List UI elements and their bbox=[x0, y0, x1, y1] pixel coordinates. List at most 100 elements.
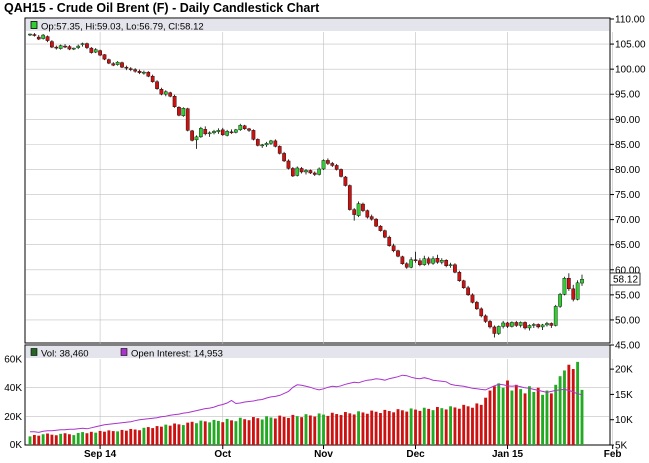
volume-bar bbox=[46, 433, 49, 445]
volume-tick-label: 60K bbox=[4, 355, 22, 366]
volume-bar bbox=[514, 384, 518, 445]
volume-bar bbox=[558, 376, 562, 445]
volume-bar bbox=[396, 409, 400, 445]
down-candle bbox=[36, 36, 41, 40]
chart-title: QAH15 - Crude Oil Brent (F) - Daily Cand… bbox=[4, 1, 320, 15]
volume-bar bbox=[484, 397, 488, 445]
volume-bar bbox=[103, 431, 106, 445]
down-candle bbox=[45, 36, 50, 41]
volume-bar bbox=[519, 389, 523, 445]
up-candle bbox=[510, 322, 514, 327]
down-candle bbox=[308, 170, 313, 174]
volume-bar bbox=[181, 425, 185, 445]
volume-bar bbox=[379, 413, 382, 445]
down-candle bbox=[286, 160, 291, 169]
down-candle bbox=[137, 70, 142, 73]
volume-bar bbox=[177, 424, 181, 445]
down-candle bbox=[383, 230, 387, 238]
down-candle bbox=[339, 169, 343, 177]
down-candle bbox=[299, 168, 304, 173]
volume-bar bbox=[308, 415, 312, 445]
up-candle bbox=[496, 326, 501, 334]
volume-bar bbox=[234, 421, 238, 445]
volume-bar bbox=[120, 429, 124, 445]
price-tick-label: 55.00 bbox=[615, 290, 640, 301]
volume-bar bbox=[72, 435, 76, 445]
down-candle bbox=[387, 236, 392, 246]
price-gridlines bbox=[26, 32, 613, 344]
volume-bar bbox=[199, 420, 203, 445]
volume-bar bbox=[387, 411, 391, 445]
price-tick-label: 80.00 bbox=[615, 165, 640, 176]
volume-bar bbox=[322, 414, 325, 445]
open-interest-tick-label: 20K bbox=[615, 365, 633, 376]
volume-bar bbox=[256, 418, 260, 445]
down-candle bbox=[347, 185, 352, 210]
volume-tick-label: 0K bbox=[10, 440, 23, 451]
down-candle bbox=[185, 108, 190, 131]
volume-bar bbox=[501, 387, 505, 445]
down-candle bbox=[251, 130, 256, 140]
volume-bar bbox=[216, 420, 220, 445]
up-candle bbox=[216, 130, 221, 133]
volume-bar bbox=[374, 411, 378, 445]
up-candle bbox=[76, 45, 81, 48]
open-interest-tick-label: 15K bbox=[615, 390, 633, 401]
down-candle bbox=[475, 302, 479, 310]
down-candle bbox=[128, 68, 133, 70]
price-panel-frame bbox=[24, 17, 611, 344]
volume-bar bbox=[523, 393, 527, 445]
volume-bar bbox=[361, 412, 365, 445]
down-candle bbox=[470, 294, 475, 303]
down-candle bbox=[404, 263, 409, 268]
up-candle bbox=[194, 136, 199, 141]
down-candle bbox=[418, 260, 422, 265]
price-tick-label: 95.00 bbox=[615, 90, 640, 101]
down-candle bbox=[536, 324, 541, 328]
volume-bar bbox=[352, 414, 356, 445]
volume-bar bbox=[212, 419, 216, 445]
up-candle bbox=[181, 108, 186, 116]
down-candle bbox=[177, 107, 181, 116]
up-candle bbox=[269, 140, 273, 144]
down-candle bbox=[483, 315, 488, 322]
volume-bar bbox=[492, 386, 496, 445]
up-candle bbox=[199, 128, 203, 138]
volume-bar bbox=[536, 387, 540, 445]
volume-bar bbox=[370, 410, 374, 445]
up-candle bbox=[207, 132, 212, 135]
volume-bar bbox=[313, 416, 317, 445]
volume-bar bbox=[76, 432, 80, 445]
volume-bar bbox=[203, 421, 207, 445]
up-candle bbox=[260, 144, 265, 147]
down-candle bbox=[352, 209, 357, 215]
volume-axis-ticks: 60K 40K 20K 0K 20K 15K 10K 5K bbox=[4, 355, 633, 452]
volume-bar bbox=[418, 410, 422, 445]
volume-bar bbox=[554, 384, 558, 445]
up-candle bbox=[304, 170, 308, 173]
price-tick-label: 50.00 bbox=[615, 315, 640, 326]
down-candle bbox=[102, 54, 107, 60]
volume-bar bbox=[422, 407, 426, 445]
volume-bar bbox=[230, 420, 233, 445]
down-candle bbox=[67, 46, 72, 50]
up-candle bbox=[212, 131, 216, 134]
volume-bar bbox=[129, 428, 133, 445]
volume-bar bbox=[155, 426, 159, 445]
volume-tick-label: 20K bbox=[4, 412, 22, 423]
volume-bar bbox=[252, 417, 255, 445]
volume-bar bbox=[50, 434, 54, 445]
down-candle bbox=[50, 41, 54, 48]
price-tick-label: 65.00 bbox=[615, 240, 640, 251]
up-candle bbox=[553, 306, 558, 326]
down-candle bbox=[155, 81, 159, 89]
down-candle bbox=[133, 69, 137, 72]
down-candle bbox=[479, 308, 484, 317]
volume-bar bbox=[265, 416, 268, 445]
down-candle bbox=[247, 128, 251, 131]
up-candle bbox=[317, 168, 321, 175]
volume-bar bbox=[444, 409, 448, 445]
up-candle bbox=[58, 45, 63, 49]
volume-bar bbox=[453, 407, 457, 445]
down-candle bbox=[549, 323, 554, 326]
